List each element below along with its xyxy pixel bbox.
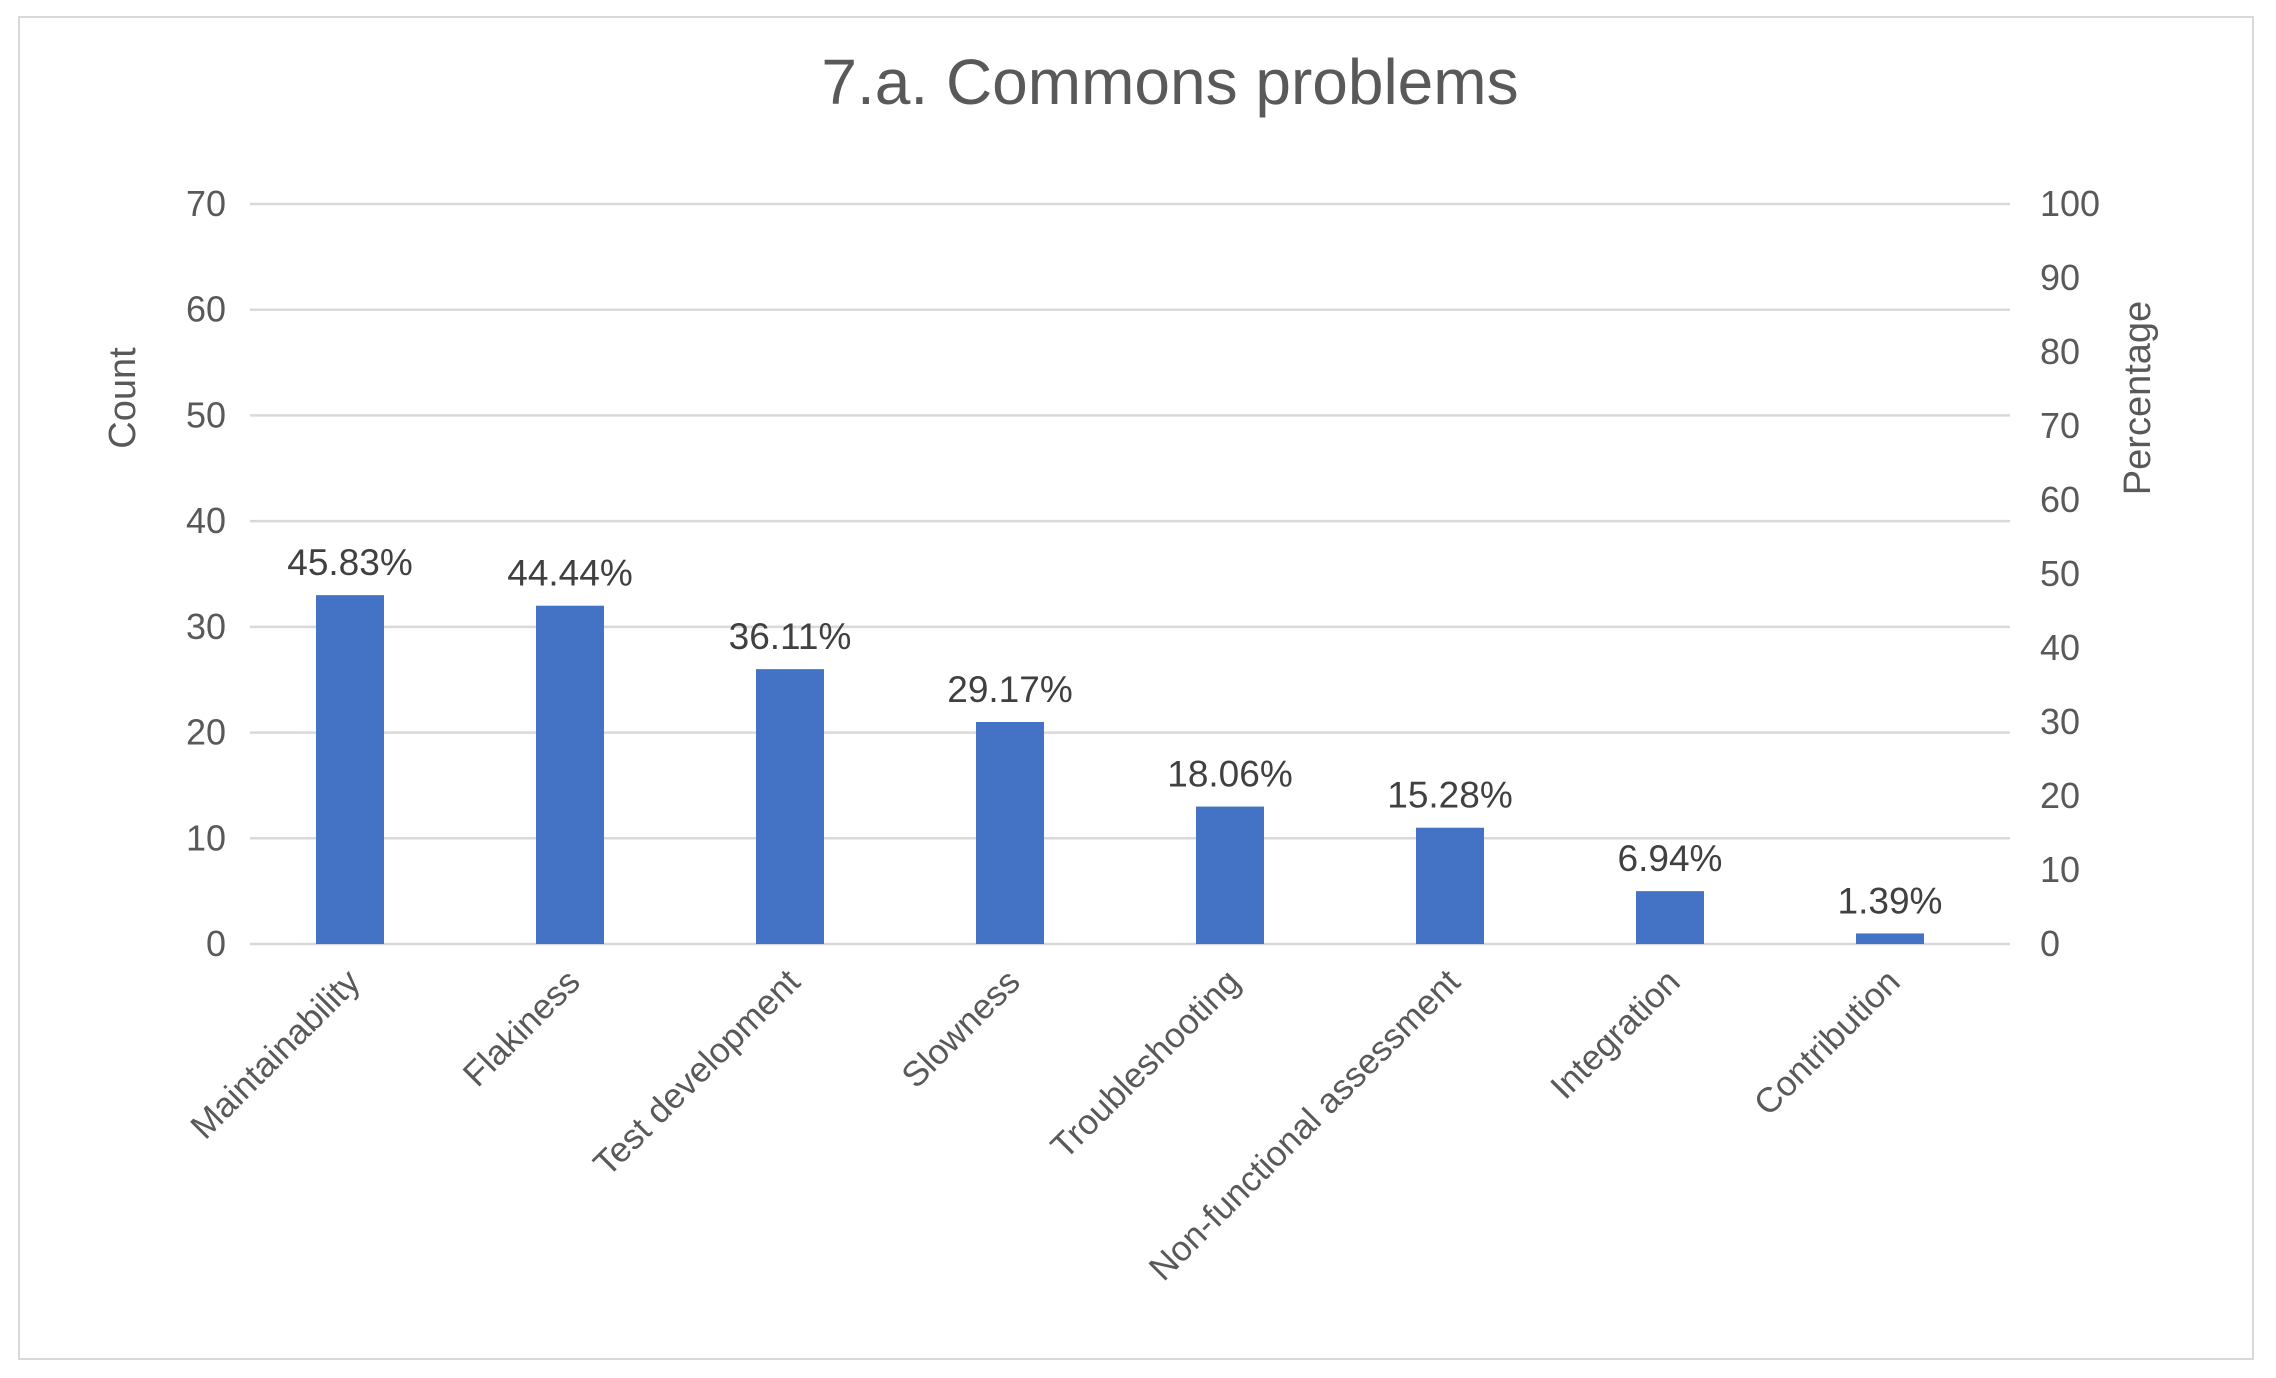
category-label: Test development [586,962,808,1184]
bar [1416,827,1484,944]
y2-tick-label: 40 [2040,627,2080,668]
y2-tick-label: 10 [2040,849,2080,890]
data-label: 18.06% [1167,754,1293,795]
data-label: 44.44% [507,553,633,594]
data-label: 15.28% [1387,775,1513,816]
y2-tick-label: 100 [2040,183,2100,224]
y2-tick-label: 80 [2040,331,2080,372]
chart-frame: 7.a. Commons problems 45.83% 44.44% 36.11%… [18,16,2254,1360]
category-label: Troubleshooting [1044,962,1248,1166]
chart-svg: 7.a. Commons problems 45.83% 44.44% 36.11%… [102,46,2159,1288]
y-axis-ticks: 0 10 20 30 40 50 60 70 [186,183,226,964]
bar [976,722,1044,944]
data-label: 45.83% [287,542,413,583]
bar [1196,806,1264,944]
y-tick-label: 20 [186,712,226,753]
y-tick-label: 70 [186,183,226,224]
y2-tick-label: 90 [2040,257,2080,298]
y2-tick-label: 30 [2040,701,2080,742]
y2-tick-label: 0 [2040,923,2060,964]
data-labels: 45.83% 44.44% 36.11% 29.17% 18.06% 15.28% 6.94… [287,542,1942,921]
y-tick-label: 60 [186,289,226,330]
y-tick-label: 50 [186,394,226,435]
y2-tick-label: 20 [2040,775,2080,816]
bar [1856,933,1924,944]
y-tick-label: 10 [186,817,226,858]
y2-axis-ticks: 0 10 20 30 40 50 60 70 80 90 100 [2040,183,2100,964]
category-label: Integration [1543,962,1688,1107]
bars [316,595,1924,944]
y2-tick-label: 60 [2040,479,2080,520]
bar [316,595,384,944]
data-label: 36.11% [729,616,852,657]
chart-title: 7.a. Commons problems [821,46,1518,118]
category-label: Contribution [1747,962,1908,1123]
bar [756,669,824,944]
y-tick-label: 0 [206,923,226,964]
data-label: 29.17% [947,669,1073,710]
y-tick-label: 30 [186,606,226,647]
y2-axis-title: Percentage [2117,301,2159,495]
data-label: 6.94% [1618,838,1723,879]
category-label: Slowness [894,962,1027,1095]
data-label: 1.39% [1838,880,1943,921]
category-label: Flakiness [456,962,588,1094]
y2-tick-label: 50 [2040,553,2080,594]
category-label: Maintainability [183,962,368,1147]
bar [536,605,604,944]
y2-tick-label: 70 [2040,405,2080,446]
y-axis-title: Count [102,347,144,449]
bar [1636,891,1704,944]
y-tick-label: 40 [186,500,226,541]
